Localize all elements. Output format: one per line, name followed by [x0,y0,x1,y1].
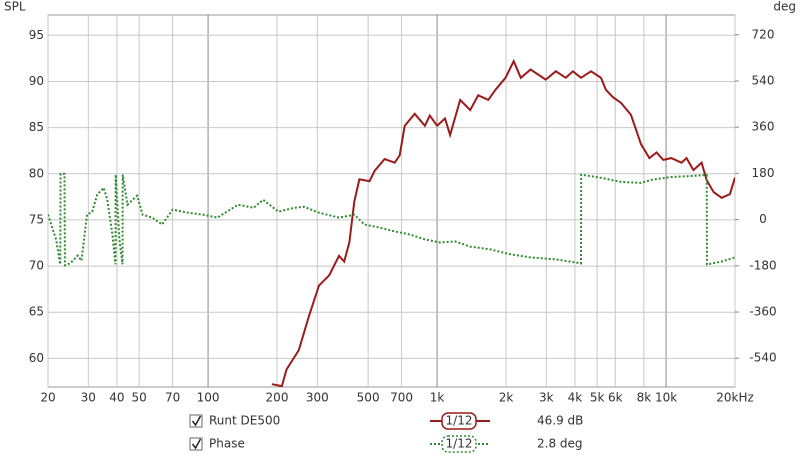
x-tick-label: 3k [539,391,554,405]
x-tick-label: 10k [655,391,677,405]
plot-area [47,14,736,388]
readout: 46.9 dB [537,414,583,428]
y-tick-label: 65 [29,305,44,319]
smoothing-label: 1/12 [446,437,473,451]
y2-tick-label: -540 [749,351,776,365]
y-tick-label: 90 [29,74,44,88]
data-line [271,58,735,387]
x-tick-label: 40 [109,391,124,405]
y2-tick-label: -360 [749,305,776,319]
y2-tick-label: 540 [752,73,775,87]
x-tick-label: 1k [430,391,445,405]
x-tick-label: 30 [81,391,96,405]
x-tick-label: 500 [357,391,380,405]
y-tick-label: 85 [29,120,44,134]
x-tick-label: 300 [306,391,329,405]
y2-tick-label: 180 [752,166,775,180]
y2-tick-label: -180 [749,258,776,272]
readout: 2.8 deg [537,437,583,451]
checkmark [191,438,202,450]
x-tick-label: 4k [568,391,583,405]
smoothing-label: 1/12 [446,414,473,428]
data-line [48,172,735,267]
legend-label: Phase [209,437,245,451]
x-tick-label: 50 [131,391,146,405]
x-tick-label: 6k [608,391,623,405]
checkmark [191,415,202,427]
x-tick-label: 2k [499,391,514,405]
smoothing-box [441,435,477,453]
y2-axis-title: deg [773,0,796,14]
smoothing-box [441,412,477,430]
x-tick-label: 20 [40,391,55,405]
y2-tick-label: 360 [752,120,775,134]
y-tick-label: 80 [29,166,44,180]
y-tick-label: 75 [29,212,44,226]
y-tick-label: 95 [29,28,44,42]
x-tick-label: 20kHz [716,391,754,405]
y2-tick-label: 720 [752,27,775,41]
x-tick-label: 200 [266,391,289,405]
y-tick-label: 60 [29,351,44,365]
x-tick-label: 5k [590,391,605,405]
x-tick-label: 70 [165,391,180,405]
x-tick-label: 100 [197,391,220,405]
legend-label: Runt DE500 [209,414,280,428]
y2-tick-label: 0 [759,212,767,226]
y-axis-title: SPL [4,0,26,14]
y-tick-label: 70 [29,259,44,273]
x-tick-label: 700 [390,391,413,405]
x-tick-label: 8k [637,391,652,405]
